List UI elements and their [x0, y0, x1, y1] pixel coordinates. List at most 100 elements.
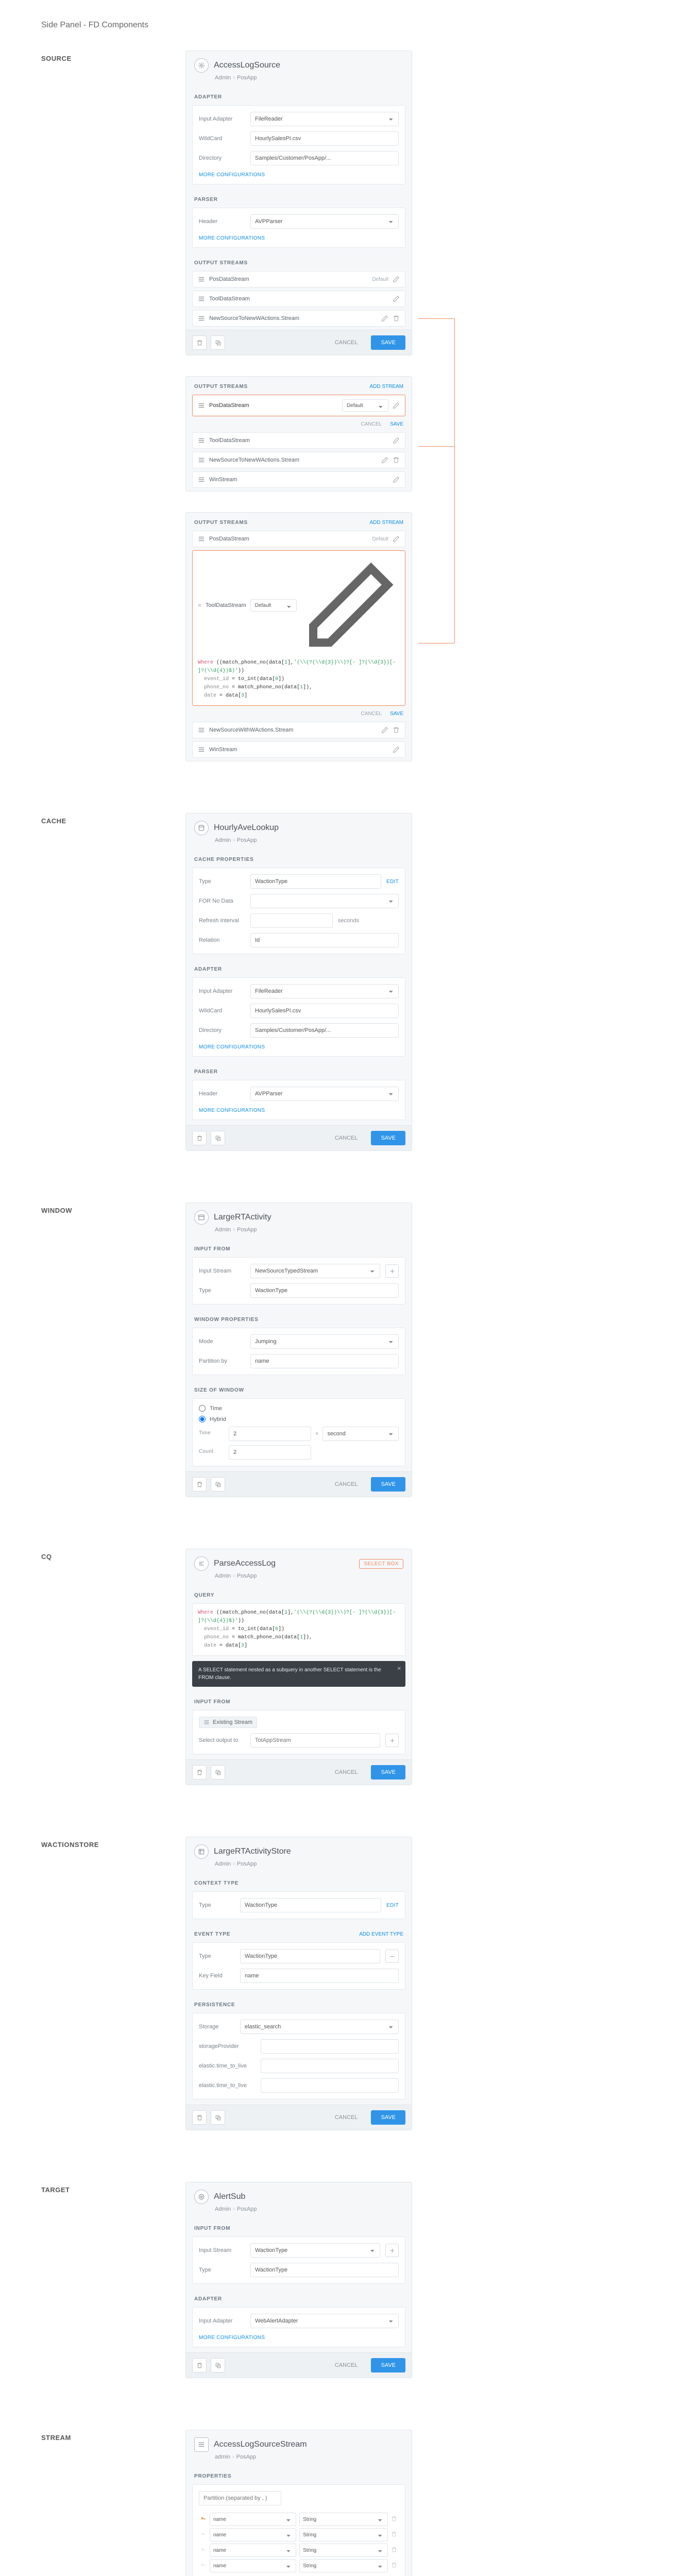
inline-cancel[interactable]: CANCEL [361, 711, 382, 717]
wildcard-input[interactable] [250, 1004, 399, 1018]
trash-icon[interactable] [391, 2531, 397, 2537]
input-stream-select[interactable]: WactionType [250, 2243, 380, 2258]
event-type-input[interactable] [240, 1949, 380, 1963]
add-stream-link[interactable]: ADD STREAM [369, 384, 403, 389]
key-icon[interactable] [200, 2562, 207, 2568]
trash-icon[interactable] [391, 2516, 397, 2522]
stream-row[interactable]: NewSourceToNewWActions.Stream [192, 452, 405, 468]
cache-type-input[interactable] [250, 874, 381, 889]
duplicate-button[interactable] [211, 2358, 225, 2372]
mode-select[interactable]: Jumping [250, 1334, 399, 1349]
key-icon[interactable] [200, 2531, 207, 2537]
duplicate-button[interactable] [211, 2110, 225, 2125]
stream-meta-select[interactable]: Default [250, 599, 297, 612]
edit-icon[interactable] [393, 437, 400, 444]
stream-row[interactable]: WinStream [192, 471, 405, 488]
prop3-input[interactable] [261, 2078, 399, 2093]
count-value-input[interactable] [229, 1445, 311, 1460]
col-type-select[interactable]: String [299, 2528, 388, 2541]
save-button[interactable]: SAVE [371, 335, 405, 350]
col-type-select[interactable]: String [299, 2513, 388, 2526]
stream-row[interactable]: NewSourceToNewWActions.Stream [192, 310, 405, 327]
col-type-select[interactable]: String [299, 2544, 388, 2557]
stream-row[interactable]: WinStream [192, 741, 405, 758]
col-type-select[interactable]: String [299, 2559, 388, 2572]
cancel-button[interactable]: CANCEL [326, 2110, 367, 2125]
more-config-link[interactable]: MORE CONFIGURATIONS [199, 2335, 265, 2341]
parser-header-select[interactable]: AVPParser [250, 214, 399, 229]
edit-icon[interactable] [393, 295, 400, 302]
stream-row-selected[interactable]: PosDataStream Default [192, 395, 405, 416]
col-name-select[interactable]: name [210, 2559, 296, 2572]
save-button[interactable]: SAVE [371, 1131, 405, 1145]
adapter-type-select[interactable]: WebAlertAdapter [250, 2314, 399, 2328]
cancel-button[interactable]: CANCEL [326, 1477, 367, 1492]
edit-icon[interactable] [381, 456, 388, 464]
delete-button[interactable] [192, 1131, 207, 1145]
stream-row[interactable]: PosDataStream Default [192, 271, 405, 287]
edit-icon[interactable] [393, 402, 400, 409]
time-value-input[interactable] [229, 1427, 311, 1441]
remove-event-button[interactable] [385, 1950, 399, 1963]
time-unit-select[interactable]: second [322, 1427, 399, 1441]
stream-meta-select[interactable]: Default [342, 399, 388, 412]
cancel-button[interactable]: CANCEL [326, 335, 367, 350]
trash-icon[interactable] [391, 2547, 397, 2553]
save-button[interactable]: SAVE [371, 1765, 405, 1780]
more-config-link[interactable]: MORE CONFIGURATIONS [199, 1108, 265, 1113]
key-icon[interactable] [200, 2516, 207, 2522]
delete-button[interactable] [192, 1477, 207, 1492]
prop1-input[interactable] [261, 2039, 399, 2054]
edit-icon[interactable] [393, 276, 400, 283]
duplicate-button[interactable] [211, 1765, 225, 1780]
prop2-input[interactable] [261, 2059, 399, 2073]
partition-input[interactable] [250, 1354, 399, 1368]
code-block[interactable]: Where ((match_phone_no(data[1],'(\\(?(\\… [198, 659, 400, 700]
inline-save[interactable]: SAVE [390, 421, 403, 427]
directory-input[interactable] [250, 151, 399, 165]
add-stream-link[interactable]: ADD STREAM [369, 520, 403, 526]
notset-select[interactable] [250, 894, 399, 908]
cancel-button[interactable]: CANCEL [326, 1131, 367, 1145]
stream-row[interactable]: ToolDataStream [192, 291, 405, 307]
save-button[interactable]: SAVE [371, 1477, 405, 1492]
more-config-link[interactable]: MORE CONFIGURATIONS [199, 1044, 265, 1050]
cancel-button[interactable]: CANCEL [326, 1765, 367, 1780]
edit-icon[interactable] [393, 746, 400, 753]
stream-row[interactable]: ToolDataStream [192, 432, 405, 449]
stream-row[interactable]: PosDataStream Default [192, 531, 405, 547]
more-config-link-2[interactable]: MORE CONFIGURATIONS [199, 235, 265, 241]
col-name-select[interactable]: name [210, 2528, 296, 2541]
existing-stream-chip[interactable]: Existing Stream [199, 1717, 257, 1728]
output-input[interactable] [250, 1733, 380, 1748]
adapter-type-select[interactable]: FileReader [250, 112, 399, 126]
trash-icon[interactable] [393, 456, 400, 464]
parser-header-select[interactable]: AVPParser [250, 1087, 399, 1101]
delete-button[interactable] [192, 1765, 207, 1780]
directory-input[interactable] [250, 1023, 399, 1038]
edit-icon[interactable] [381, 726, 388, 734]
edit-link[interactable]: EDIT [386, 879, 399, 885]
inline-save[interactable]: SAVE [390, 711, 403, 717]
edit-icon[interactable] [393, 535, 400, 543]
cancel-button[interactable]: CANCEL [326, 2358, 367, 2372]
col-name-select[interactable]: name [210, 2544, 296, 2557]
edit-icon[interactable] [301, 556, 400, 655]
edit-link[interactable]: EDIT [386, 1903, 399, 1908]
col-name-select[interactable]: name [210, 2513, 296, 2526]
save-button[interactable]: SAVE [371, 2110, 405, 2125]
query-code[interactable]: Where ((match_phone_no(data[1],'(\\(?(\\… [192, 1603, 405, 1656]
refresh-input[interactable] [250, 913, 333, 928]
save-button[interactable]: SAVE [371, 2358, 405, 2372]
relation-input[interactable] [250, 933, 399, 947]
hybrid-radio[interactable] [199, 1416, 206, 1422]
storage-select[interactable]: elastic_search [240, 2020, 399, 2034]
duplicate-button[interactable] [211, 1477, 225, 1492]
duplicate-button[interactable] [211, 1131, 225, 1145]
partition-hint-input[interactable] [199, 2491, 281, 2505]
delete-button[interactable] [192, 2358, 207, 2372]
keyfield-input[interactable] [240, 1969, 399, 1983]
edit-icon[interactable] [393, 476, 400, 483]
duplicate-button[interactable] [211, 335, 225, 350]
edit-icon[interactable] [381, 315, 388, 322]
